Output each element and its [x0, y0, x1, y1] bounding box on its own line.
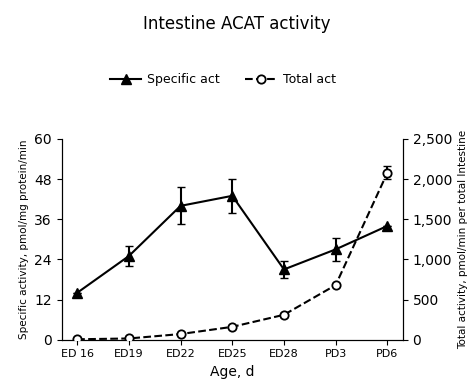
Legend: Specific act, Total act: Specific act, Total act: [105, 68, 341, 91]
X-axis label: Age, d: Age, d: [210, 365, 255, 379]
Y-axis label: Total activity, pmol/min per total Intestine: Total activity, pmol/min per total Intes…: [458, 130, 468, 349]
Text: Intestine ACAT activity: Intestine ACAT activity: [143, 15, 331, 34]
Y-axis label: Specific activity, pmol/mg protein/min: Specific activity, pmol/mg protein/min: [18, 140, 29, 339]
